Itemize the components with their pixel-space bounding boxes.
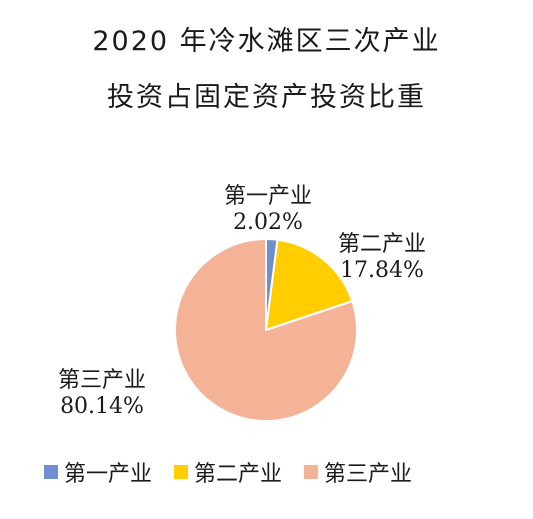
legend-label-tertiary: 第三产业 bbox=[324, 462, 413, 487]
legend: 第一产业 第二产业 第三产业 bbox=[44, 456, 504, 488]
chart-title-line1: 2020 年冷水滩区三次产业 bbox=[92, 26, 441, 57]
slice-label-primary: 第一产业 2.02% bbox=[224, 184, 312, 236]
slice-label-tertiary-value: 80.14% bbox=[60, 394, 144, 419]
legend-label-secondary: 第二产业 bbox=[194, 462, 283, 487]
legend-swatch-secondary bbox=[174, 465, 189, 479]
pie-slice-tertiary bbox=[174, 237, 358, 422]
legend-item-tertiary: 第三产业 bbox=[304, 456, 412, 488]
legend-swatch-tertiary bbox=[304, 465, 319, 479]
legend-label-primary: 第一产业 bbox=[64, 462, 153, 487]
legend-item-secondary: 第二产业 bbox=[174, 456, 282, 488]
slice-label-primary-value: 2.02% bbox=[233, 210, 303, 235]
slice-label-secondary-value: 17.84% bbox=[340, 258, 424, 283]
legend-swatch-primary bbox=[44, 465, 58, 479]
chart-title-line2: 投资占固定资产投资比重 bbox=[107, 82, 426, 113]
slice-label-secondary: 第二产业 17.84% bbox=[338, 232, 426, 284]
slice-label-primary-name: 第一产业 bbox=[224, 184, 313, 209]
slice-label-tertiary-name: 第三产业 bbox=[58, 368, 147, 393]
slice-label-tertiary: 第三产业 80.14% bbox=[58, 368, 146, 420]
legend-item-primary: 第一产业 bbox=[44, 456, 152, 488]
slice-label-secondary-name: 第二产业 bbox=[338, 232, 427, 257]
